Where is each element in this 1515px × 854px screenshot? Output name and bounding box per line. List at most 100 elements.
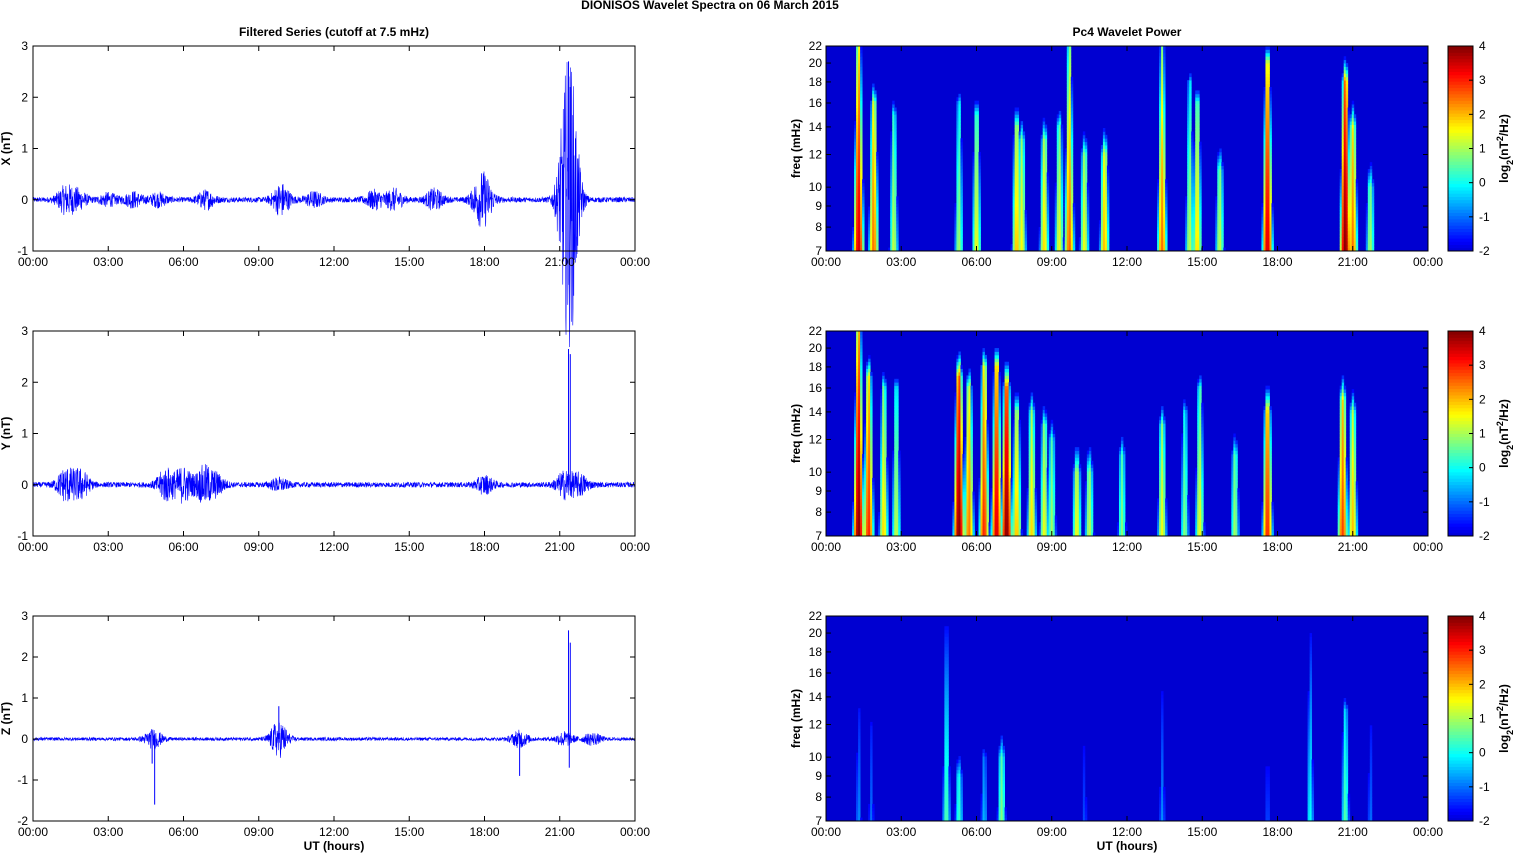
power-cell [894,203,897,207]
power-cell [1165,179,1168,184]
power-cell [882,454,885,458]
power-cell [1082,210,1086,214]
power-cell [1193,165,1196,170]
power-cell [882,457,885,462]
power-cell [1345,134,1349,139]
power-cell [1269,148,1272,153]
power-cell [1189,199,1192,204]
power-cell [854,430,857,434]
power-cell [1355,227,1359,231]
power-cell [864,419,867,424]
power-cell [992,416,995,421]
power-cell [862,488,865,492]
power-cell [1355,216,1359,221]
power-cell [980,512,983,516]
power-cell [856,52,859,57]
power-cell [862,189,865,194]
power-cell [996,525,999,530]
power-cell [876,223,879,228]
power-cell [966,467,969,472]
power-cell [986,471,989,475]
power-cell [976,128,979,132]
power-cell [856,93,859,98]
colorbar-tick-label: -1 [1479,210,1490,224]
power-cell [872,477,875,482]
power-cell [954,395,957,400]
power-cell [856,179,859,184]
power-cell [1060,134,1064,139]
power-cell [980,454,983,458]
power-cell [1367,213,1371,218]
power-cell [966,498,969,503]
power-cell [868,457,871,462]
power-cell [1187,223,1190,228]
power-cell [860,406,863,410]
power-cell [1349,165,1353,170]
power-cell [968,467,971,472]
power-cell [1068,46,1072,50]
power-cell [1066,155,1070,160]
power-cell [1068,93,1072,98]
power-cell [958,172,961,177]
power-cell [1219,223,1222,228]
power-cell [964,512,967,516]
power-cell [1343,63,1347,67]
power-cell [984,382,987,387]
power-cell [1066,233,1070,238]
power-cell [1189,223,1192,228]
power-cell [984,375,987,380]
power-cell [956,138,959,143]
power-cell [1347,175,1351,180]
power-cell [1369,165,1373,170]
power-cell [1267,216,1270,221]
power-cell [858,351,861,356]
power-cell [976,148,979,153]
power-cell [866,385,869,390]
power-cell [958,361,961,366]
power-cell [1199,155,1202,160]
power-cell [1345,169,1349,173]
power-cell [890,244,893,248]
power-cell [866,419,869,424]
power-cell [1040,199,1044,204]
power-cell [1104,175,1108,180]
power-cell [986,481,989,486]
power-cell [974,151,977,156]
power-cell [896,436,899,441]
power-cell [870,175,873,180]
power-cell [958,382,961,387]
power-cell [1199,210,1202,214]
power-cell [974,220,977,225]
power-cell [1084,227,1088,231]
power-cell [956,117,959,122]
power-cell [1265,97,1268,102]
power-cell [896,413,899,417]
power-cell [862,460,865,465]
power-cell [1221,230,1224,235]
power-cell [1044,233,1048,238]
power-cell [1068,87,1072,91]
power-cell [1349,121,1353,125]
power-cell [882,419,885,424]
colorbar-segment [1448,65,1473,69]
power-cell [1159,69,1162,74]
power-cell [1014,117,1018,122]
power-cell [1106,223,1110,228]
power-cell [1066,141,1070,146]
power-cell [1068,220,1072,225]
y-tick-label: -2 [17,814,28,828]
power-cell [958,495,961,499]
power-cell [880,443,883,448]
power-cell [1265,206,1268,211]
power-cell [1195,179,1198,184]
power-cell [974,155,977,160]
power-cell [1189,90,1192,95]
power-cell [896,512,899,516]
power-cell [892,165,895,170]
power-cell [956,501,959,506]
power-cell [862,203,865,207]
power-cell [1339,172,1343,177]
plot-frame [32,330,636,537]
power-cell [1197,196,1200,201]
power-cell [1351,155,1355,160]
